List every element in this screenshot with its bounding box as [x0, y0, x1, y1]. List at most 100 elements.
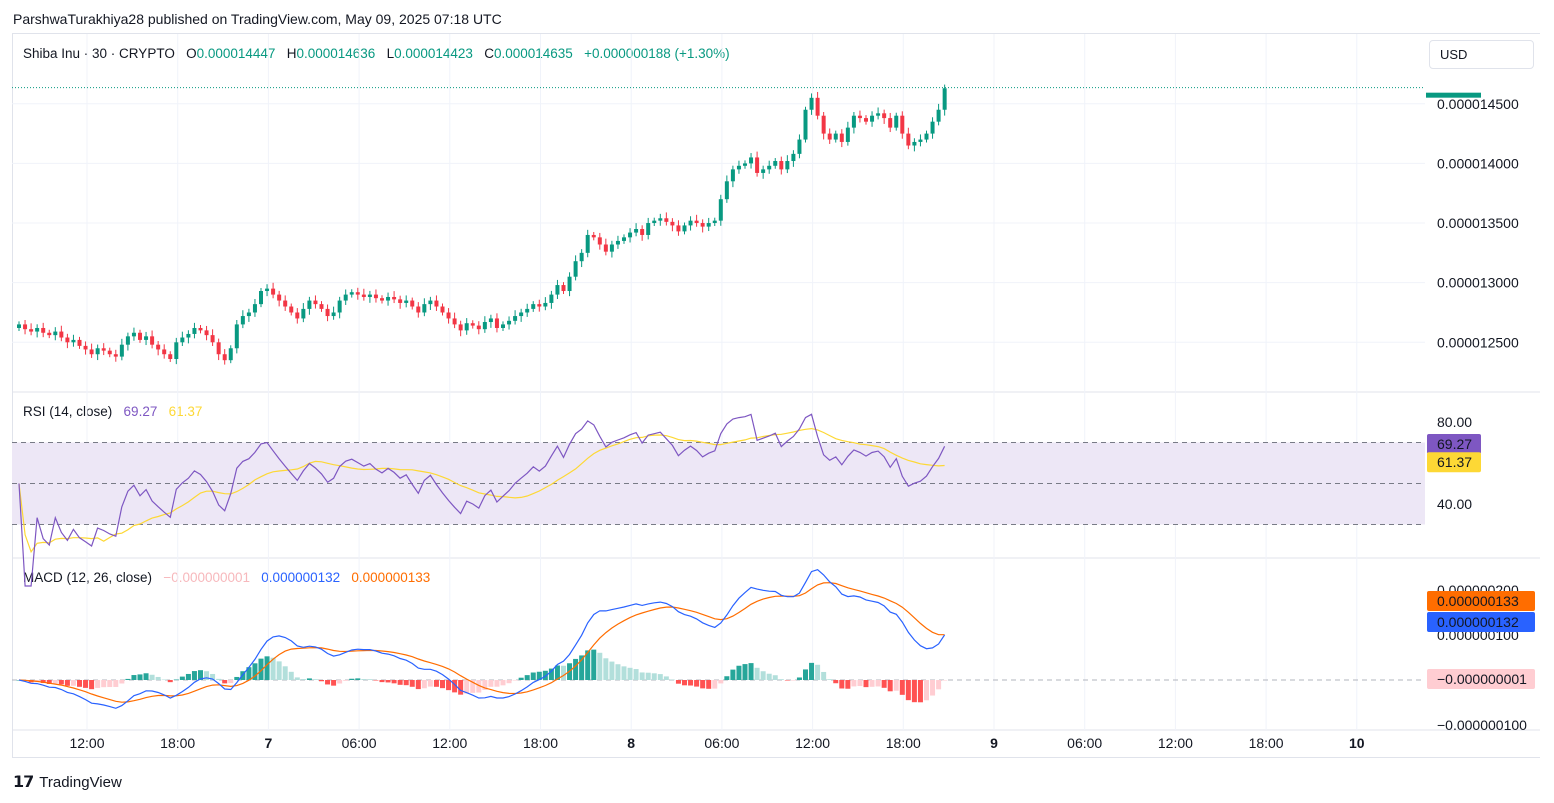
macd-hist-bar	[228, 680, 234, 684]
candle-body	[670, 221, 675, 226]
candle-body	[712, 220, 717, 224]
candle-body	[591, 234, 596, 238]
macd-hist-bar	[917, 680, 923, 703]
time-tick-label: 12:00	[432, 735, 467, 751]
candle-body	[349, 292, 354, 295]
candle-body	[464, 323, 469, 331]
macd-hist-bar	[191, 671, 197, 680]
candle-body	[240, 316, 245, 325]
macd-hist-bar	[603, 658, 609, 680]
macd-hist-bar	[361, 679, 367, 680]
macd-hist-bar	[790, 680, 796, 681]
candle-body	[319, 304, 324, 309]
macd-hist-bar	[669, 679, 675, 681]
symbol-name[interactable]: Shiba Inu · 30 · CRYPTO	[23, 46, 175, 61]
candle-body	[41, 327, 46, 333]
macd-hist-bar	[651, 673, 657, 680]
candle-body	[743, 163, 747, 166]
rsi-pane	[12, 413, 1425, 587]
macd-hist-bar	[40, 680, 46, 684]
candle-body	[622, 237, 626, 241]
candle-body	[791, 153, 796, 162]
candle-body	[458, 324, 463, 331]
symbol-legend: Shiba Inu · 30 · CRYPTO O0.000014447 H0.…	[23, 46, 730, 61]
rsi-value-tag	[1427, 433, 1481, 454]
candle-body	[815, 97, 820, 116]
macd-line	[18, 569, 946, 709]
time-tick-label: 8	[627, 735, 635, 751]
rsi-label[interactable]: RSI (14, close)	[23, 404, 113, 419]
candle-body	[89, 349, 94, 355]
macd-hist-bar	[294, 677, 300, 680]
macd-hist-bar	[343, 680, 349, 681]
candle-body	[361, 294, 366, 297]
macd-hist-bar	[911, 680, 917, 703]
candle-body	[507, 320, 512, 325]
candle-body	[386, 296, 391, 301]
candle-body	[573, 261, 578, 277]
macd-hist-bar	[893, 680, 899, 691]
candle-body	[210, 335, 215, 343]
candle-body	[609, 244, 614, 252]
candle-body	[882, 113, 887, 119]
macd-hist-bar	[494, 680, 500, 687]
macd-label[interactable]: MACD (12, 26, close)	[23, 570, 153, 585]
candle-body	[313, 300, 318, 305]
candle-body	[23, 324, 28, 330]
candle-body	[47, 332, 52, 336]
candle-body	[628, 232, 633, 238]
hist-value-tag	[1427, 669, 1535, 689]
candle-body	[337, 300, 342, 313]
candle-body	[513, 316, 518, 321]
macd-hist-bar	[367, 679, 373, 680]
macd-hist-bar	[101, 680, 107, 688]
candle-body	[864, 118, 868, 122]
macd-hist-bar	[869, 680, 875, 687]
currency-button[interactable]: USD	[1429, 40, 1534, 69]
macd-hist-bar	[675, 680, 681, 684]
macd-hist-bar	[131, 675, 137, 680]
macd-hist-bar	[706, 680, 712, 689]
macd-hist-bar	[500, 680, 506, 686]
macd-hist-bar	[440, 680, 445, 689]
chart-frame	[12, 33, 1540, 758]
candle-body	[767, 165, 772, 170]
candle-body	[773, 161, 778, 166]
macd-hist-bar	[942, 680, 948, 681]
candle-body	[138, 332, 142, 340]
rsi-ma-value-label: 61.37	[1437, 454, 1472, 470]
candle-body	[827, 133, 832, 140]
macd-hist-bar	[561, 665, 566, 680]
time-tick-label: 06:00	[704, 735, 739, 751]
candle-body	[749, 157, 754, 164]
macd-hist-bar	[803, 669, 808, 680]
candle-body	[228, 348, 233, 361]
candle-body	[216, 342, 221, 355]
macd-hist-bar	[712, 680, 718, 689]
candle-body	[101, 348, 106, 351]
macd-hist-bar	[530, 672, 536, 680]
candle-body	[144, 336, 149, 340]
candle-body	[851, 115, 856, 128]
macd-value-tag	[1427, 612, 1535, 632]
macd-hist-bar	[845, 680, 851, 689]
candle-body	[119, 344, 124, 357]
macd-hist-bar	[905, 680, 911, 701]
macd-hist-bar	[415, 680, 421, 690]
macd-hist-bar	[125, 678, 131, 680]
candle-body	[555, 285, 560, 295]
macd-hist-bar	[724, 676, 730, 680]
candle-body	[706, 223, 711, 227]
macd-hist-bar	[875, 680, 881, 687]
macd-hist-bar	[682, 680, 687, 686]
macd-hist-bar	[718, 680, 724, 684]
macd-hist-bar	[464, 680, 470, 694]
candlestick-series	[17, 84, 947, 365]
macd-hist-bar	[198, 670, 203, 680]
macd-hist-bar	[766, 673, 772, 680]
candle-body	[452, 318, 457, 325]
candle-body	[174, 342, 179, 359]
candle-body	[398, 299, 403, 303]
macd-hist-bar	[252, 663, 258, 680]
